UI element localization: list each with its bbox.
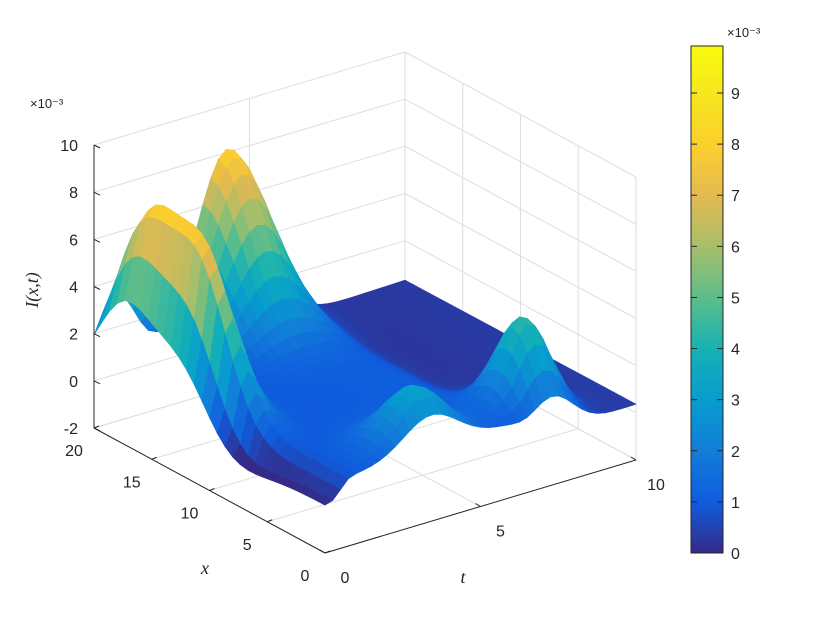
colorbar-tick-label: 0: [731, 546, 740, 563]
y-tick-mark: [93, 425, 100, 429]
z-tick-label: 4: [69, 280, 78, 297]
z-tick-mark: [93, 238, 101, 243]
surface-patch: [316, 496, 334, 506]
z-tick-mark: [93, 191, 101, 196]
z-tick-label: 6: [69, 232, 78, 249]
z-tick-label: 2: [69, 327, 78, 344]
z-tick-mark: [93, 144, 101, 149]
colorbar: [690, 45, 724, 554]
y-axis-label: x: [200, 558, 209, 578]
colorbar-ticks: 0 1 2 3 4 5 6 7 8 9: [691, 86, 740, 563]
colorbar-tick-label: 1: [731, 495, 740, 512]
z-tick-mark: [93, 286, 101, 290]
y-tick-label: 5: [243, 537, 252, 554]
x-tick-label: 0: [341, 570, 350, 587]
colorbar-scale-factor: ×10⁻³: [727, 25, 761, 40]
x-axis-label: t: [460, 567, 466, 587]
colorbar-tick-label: 9: [731, 86, 740, 103]
tick-labels: -2 0 2 4 6 8 10 0 5 10 0 5 10 15 20: [60, 138, 665, 587]
x-tick-mark: [630, 456, 637, 461]
y-tick-mark: [324, 550, 331, 554]
z-tick-mark: [93, 427, 101, 432]
y-tick-label: 15: [123, 474, 141, 491]
colorbar-tick-label: 4: [731, 342, 740, 359]
z-axis-label: I(x,t): [22, 272, 43, 308]
x-tick-label: 10: [647, 477, 665, 494]
colorbar-tick-label: 3: [731, 393, 740, 410]
y-tick-mark: [209, 488, 215, 491]
z-tick-label: 0: [69, 374, 78, 391]
z-tick-mark: [93, 333, 101, 338]
x-tick-mark: [475, 503, 481, 507]
y-tick-label: 20: [65, 443, 83, 460]
axes-lines: [93, 144, 637, 554]
z-scale-factor: ×10⁻³: [30, 96, 64, 111]
z-tick-mark: [93, 380, 101, 385]
z-tick-label: 8: [69, 185, 78, 202]
y-tick-label: 10: [181, 506, 199, 523]
colorbar-tick-label: 6: [731, 239, 740, 256]
surface-mesh: [93, 148, 637, 506]
z-tick-label: -2: [64, 421, 78, 438]
x-tick-label: 5: [496, 524, 505, 541]
y-tick-mark: [151, 456, 157, 460]
colorbar-tick-label: 7: [731, 188, 740, 205]
grid-line: [267, 428, 579, 523]
y-tick-mark: [267, 519, 273, 523]
colorbar-tick-label: 8: [731, 137, 740, 154]
z-tick-label: 10: [60, 138, 78, 155]
colorbar-tick-label: 5: [731, 290, 740, 307]
x-tick-mark: [319, 549, 326, 554]
colorbar-tick-label: 2: [731, 444, 740, 461]
y-tick-label: 0: [301, 568, 310, 585]
surface-patch: [93, 295, 110, 335]
